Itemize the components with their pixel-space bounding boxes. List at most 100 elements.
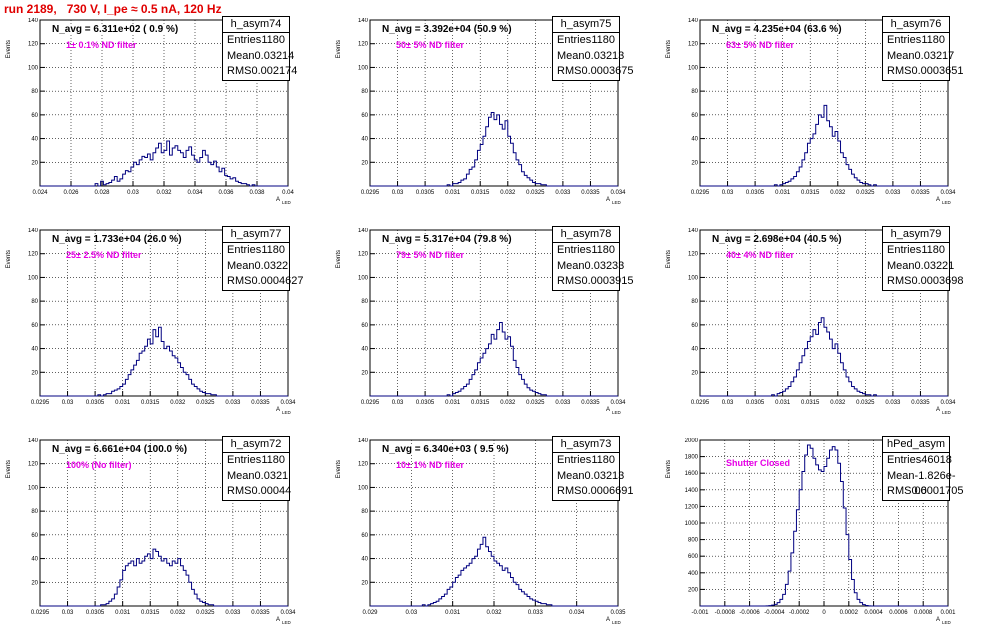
- x-tick-label: 0.038: [249, 190, 265, 196]
- stats-box: h_asym79 Entries 1180 Mean 0.03221 RMS 0.00036…: [882, 226, 963, 291]
- x-tick-label: 0.0295: [691, 400, 710, 406]
- x-tick-label: 0.034: [610, 190, 626, 196]
- y-axis-label: Events: [336, 460, 342, 478]
- x-axis-label: A: [606, 407, 610, 413]
- y-tick-label: 800: [688, 538, 699, 544]
- x-tick-label: 0.033: [555, 400, 571, 406]
- x-tick-label: 0.024: [32, 190, 48, 196]
- y-tick-label: 140: [28, 438, 39, 444]
- y-axis-label: Events: [6, 460, 12, 478]
- histogram-line: [370, 321, 618, 397]
- stat-row-entries: Entries 46018: [883, 453, 952, 469]
- x-tick-label: 0.031: [115, 400, 131, 406]
- y-tick-label: 60: [361, 323, 368, 329]
- x-tick-label: 0.033: [225, 400, 241, 406]
- stat-row-entries: Entries 1180: [553, 243, 619, 259]
- stat-row-rms: RMS 0.0003651: [883, 64, 963, 80]
- histogram-grid: 0.024 0.026 0.028 0.03 0.032 0.034 0.036 0.038 0…: [2, 16, 964, 625]
- stat-value: 46018: [921, 454, 952, 466]
- stat-value: 0.03221: [914, 259, 955, 272]
- stat-value: 1180: [261, 244, 285, 256]
- histogram-line: [700, 317, 948, 397]
- y-tick-label: 400: [688, 571, 699, 577]
- stat-label: RMS: [887, 485, 912, 497]
- x-tick-label: 0.0325: [856, 400, 875, 406]
- n-avg-label: N_avg = 6.340e+03 ( 9.5 %): [382, 444, 509, 455]
- y-tick-label: 80: [691, 89, 698, 95]
- y-tick-label: 1200: [685, 504, 699, 510]
- y-tick-label: 20: [691, 370, 698, 376]
- y-axis-label: Events: [336, 250, 342, 268]
- y-tick-label: 20: [361, 580, 368, 586]
- y-tick-label: 60: [691, 323, 698, 329]
- y-tick-label: 100: [28, 275, 39, 281]
- x-tick-label: 0.029: [362, 610, 378, 616]
- stats-box: h_asym74 Entries 1180 Mean 0.03214 RMS 0.00217…: [222, 16, 297, 81]
- stat-row-entries: Entries 1180: [223, 243, 289, 259]
- histogram-title: h_asym73: [553, 437, 619, 453]
- x-tick-label: 0.0335: [911, 400, 930, 406]
- stat-row-entries: Entries 1180: [553, 33, 619, 49]
- histogram-title: h_asym72: [223, 437, 289, 453]
- x-tick-label: 0.04: [282, 190, 294, 196]
- x-tick-label: 0.034: [280, 610, 296, 616]
- stat-label: Entries: [887, 244, 922, 256]
- y-tick-label: 80: [361, 509, 368, 515]
- x-tick-label: 0.026: [63, 190, 79, 196]
- y-tick-label: 40: [361, 557, 368, 563]
- stat-label: Entries: [887, 34, 922, 46]
- x-tick-label: 0.033: [885, 190, 901, 196]
- stat-row-rms: RMS 0.0006691: [553, 484, 633, 500]
- x-tick-label: 0.03: [392, 400, 404, 406]
- x-tick-label: 0.0295: [361, 190, 380, 196]
- stat-row-entries: Entries 1180: [883, 33, 949, 49]
- stats-box: h_asym76 Entries 1180 Mean 0.03217 RMS 0.00036…: [882, 16, 963, 81]
- x-tick-label: 0.03: [722, 190, 734, 196]
- stat-value: 0.03213: [584, 469, 625, 482]
- histogram-line: [40, 140, 288, 187]
- stat-value: 0.0003915: [581, 275, 634, 287]
- stat-row-mean: Mean -1.826e-06: [883, 469, 956, 498]
- stat-row-mean: Mean 0.03213: [553, 469, 624, 485]
- histogram-panel-h_asym77: 0.0295 0.03 0.0305 0.031 0.0315 0.032 0.0325 0.…: [2, 226, 332, 433]
- x-tick-label: 0.0002: [840, 610, 859, 616]
- y-tick-label: 100: [358, 65, 369, 71]
- stat-value: 0.00044: [251, 485, 292, 497]
- y-axis-label: Events: [336, 40, 342, 58]
- stat-value: 0.0001705: [911, 485, 964, 497]
- stat-label: Entries: [557, 34, 592, 46]
- y-tick-label: 40: [31, 347, 38, 353]
- stat-label: Mean: [887, 259, 915, 272]
- stat-label: Mean: [557, 259, 585, 272]
- stat-value: 0.0003651: [911, 65, 964, 77]
- stat-row-rms: RMS 0.0003698: [883, 274, 963, 290]
- y-tick-label: 80: [361, 299, 368, 305]
- y-tick-label: 40: [31, 557, 38, 563]
- x-tick-label: 0.031: [445, 610, 461, 616]
- x-tick-label: 0.001: [940, 610, 956, 616]
- y-tick-label: 140: [28, 18, 39, 24]
- y-tick-label: 60: [361, 533, 368, 539]
- x-tick-label: 0.0335: [251, 610, 270, 616]
- stat-value: 1180: [921, 34, 945, 46]
- x-axis-label: A: [276, 407, 280, 413]
- x-tick-label: 0.03: [62, 610, 74, 616]
- y-tick-label: 100: [28, 485, 39, 491]
- x-tick-label: 0.0325: [196, 610, 215, 616]
- x-axis-sublabel: LED: [282, 620, 292, 625]
- stat-label: Mean: [557, 49, 585, 62]
- y-axis-label: Events: [666, 460, 672, 478]
- stat-value: 1180: [591, 244, 615, 256]
- x-tick-label: 0.0004: [864, 610, 883, 616]
- stat-row-rms: RMS 0.00044: [223, 484, 292, 500]
- histogram-line: [700, 444, 948, 607]
- x-axis-label: A: [936, 197, 940, 203]
- y-tick-label: 140: [28, 228, 39, 234]
- x-tick-label: 0.0008: [914, 610, 933, 616]
- histogram-panel-h_asym72: 0.0295 0.03 0.0305 0.031 0.0315 0.032 0.0325 0.…: [2, 436, 332, 643]
- y-tick-label: 20: [691, 160, 698, 166]
- stat-label: Entries: [557, 454, 592, 466]
- x-tick-label: 0.031: [445, 400, 461, 406]
- y-tick-label: 120: [688, 42, 699, 48]
- y-tick-label: 20: [31, 580, 38, 586]
